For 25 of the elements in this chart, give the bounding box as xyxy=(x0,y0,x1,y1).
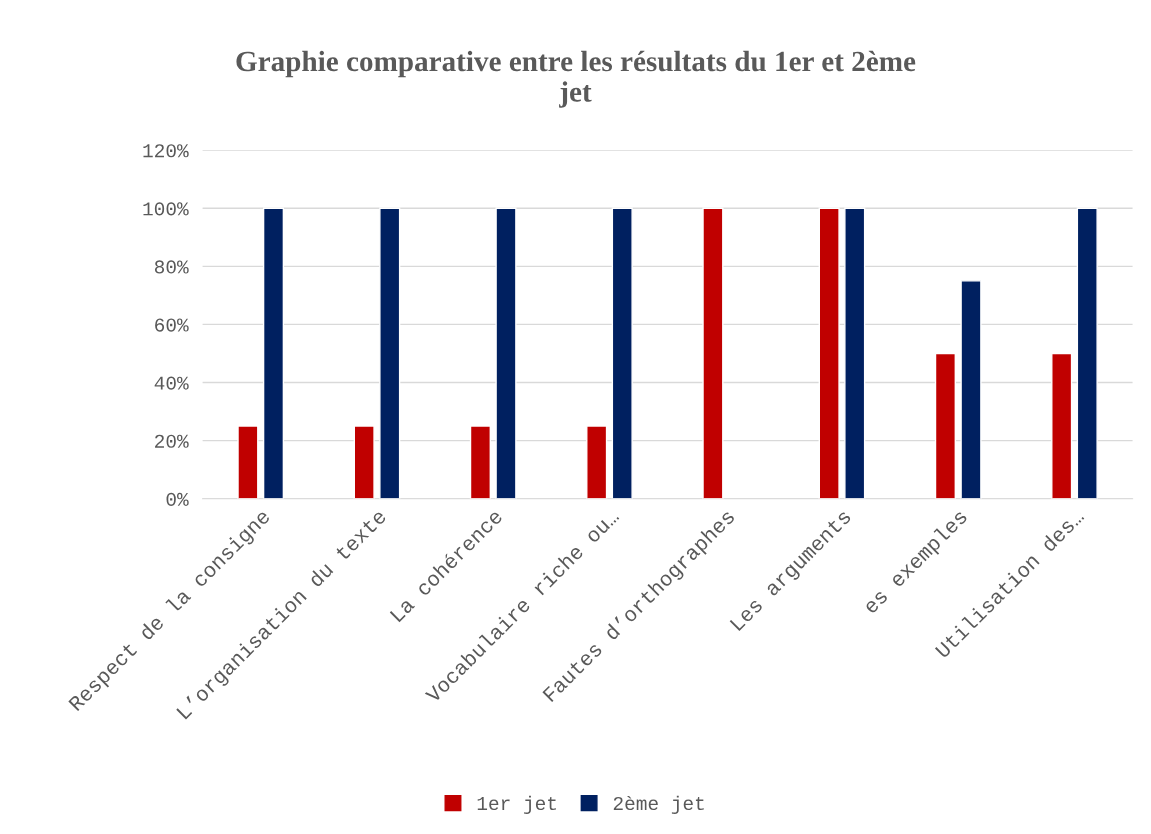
bar xyxy=(611,207,633,499)
bar xyxy=(1051,352,1073,499)
bar xyxy=(818,207,840,499)
bar xyxy=(844,207,866,499)
bar xyxy=(934,352,956,499)
bar xyxy=(262,207,285,499)
bar xyxy=(353,425,375,499)
bar xyxy=(379,207,401,499)
y-tick-label: 0% xyxy=(166,492,189,506)
chart-title: Graphie comparative entre les résultats du 1er et 2ème jet xyxy=(236,50,916,108)
bar xyxy=(1076,207,1098,499)
bar xyxy=(469,425,491,499)
legend-label: 1er jet xyxy=(477,795,556,814)
y-tick-label: 100% xyxy=(143,202,189,216)
bar xyxy=(237,425,259,499)
bar xyxy=(702,207,724,499)
bar xyxy=(960,280,982,499)
y-tick-label: 20% xyxy=(155,434,189,448)
bar xyxy=(495,207,517,499)
legend-label: 2ème jet xyxy=(613,795,704,814)
y-tick-label: 60% xyxy=(155,318,189,332)
bar xyxy=(586,425,608,499)
y-tick-label: 40% xyxy=(154,376,189,390)
y-tick-label: 120% xyxy=(143,144,189,158)
y-tick-label: 80% xyxy=(154,260,189,274)
